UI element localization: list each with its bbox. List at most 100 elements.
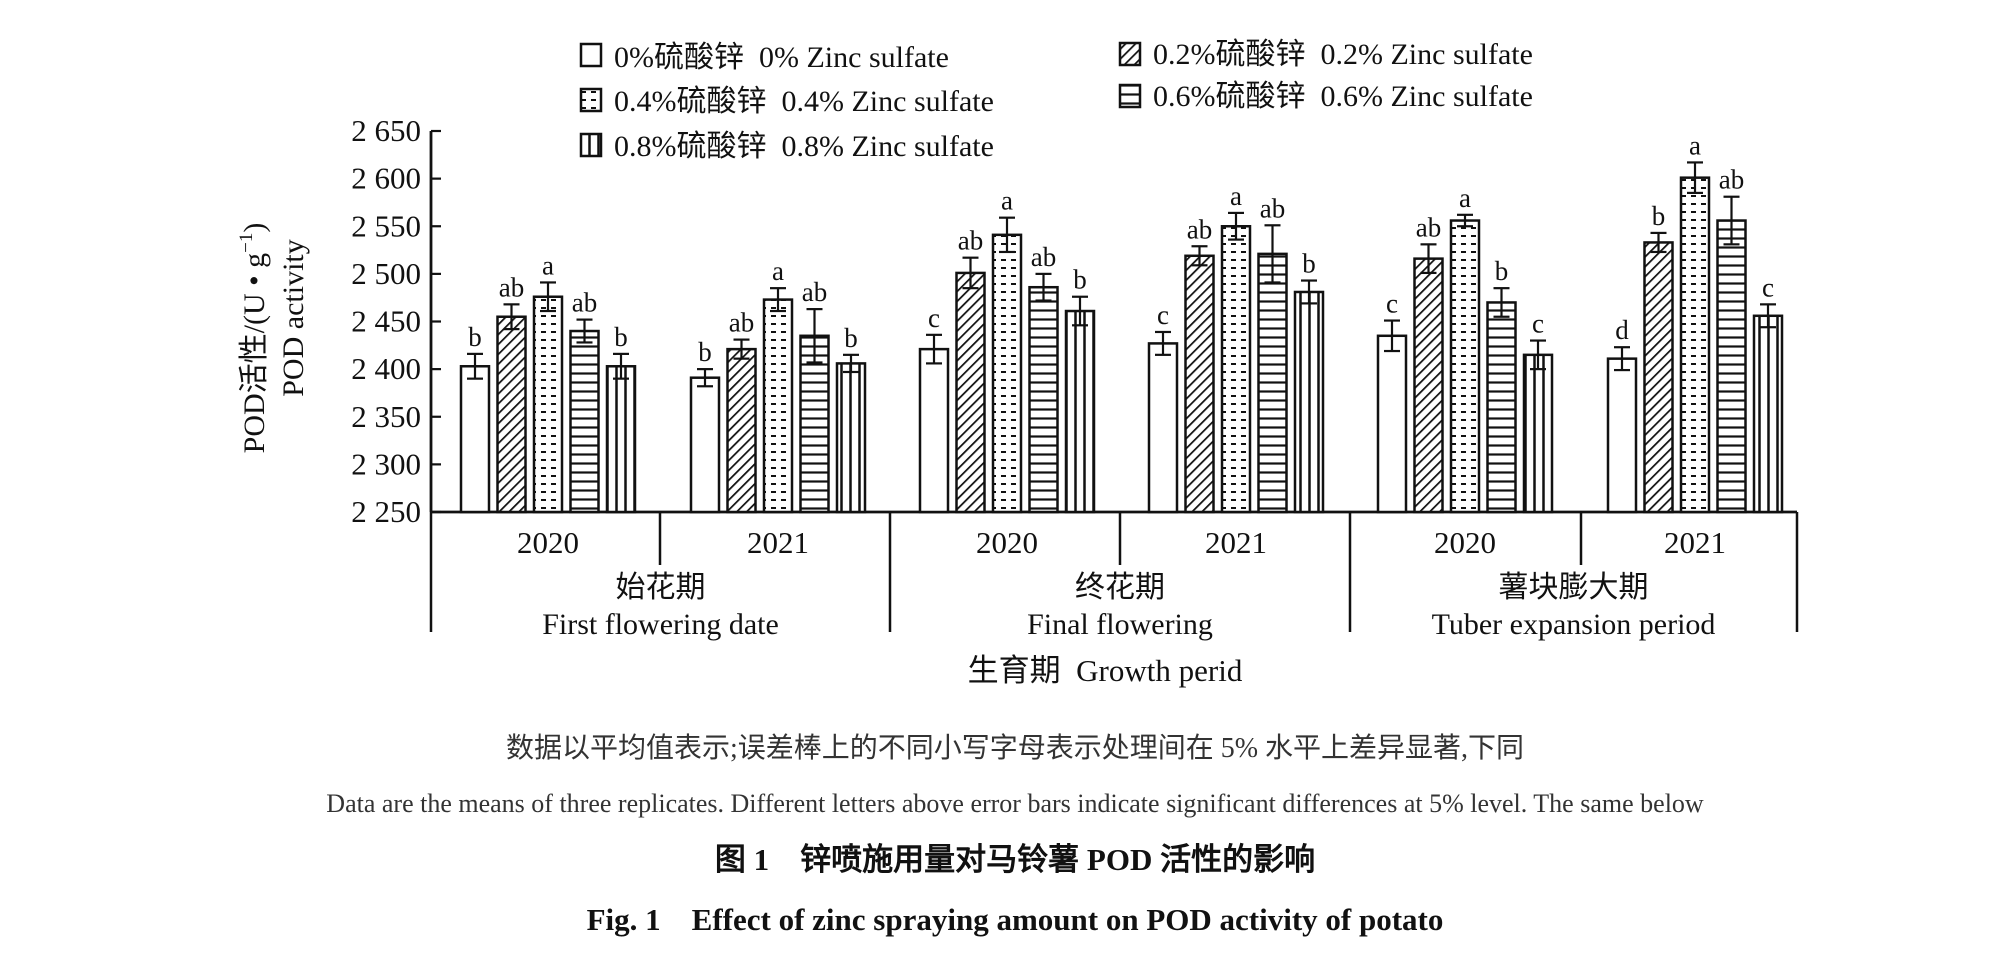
legend-item: 0.6%硫酸锌 0.6% Zinc sulfate (1118, 80, 1533, 113)
legend-label: 0.6%硫酸锌 0.6% Zinc sulfate (1153, 80, 1533, 113)
bar (918, 347, 950, 514)
bar (532, 295, 564, 514)
figure-note-cn: 数据以平均值表示;误差棒上的不同小写字母表示处理间在 5% 水平上差异显著,下同 (506, 732, 1524, 764)
significance-letter: b (1302, 249, 1316, 279)
bar (569, 329, 600, 514)
period-label-cn: 终花期 (1075, 571, 1165, 604)
significance-letter: ab (802, 277, 827, 307)
bar (1522, 353, 1554, 514)
legend-swatch-diagonal (1118, 41, 1142, 67)
y-axis-title-close: ) (238, 223, 271, 233)
significance-letter: b (1652, 201, 1666, 231)
significance-letter: ab (499, 272, 524, 302)
bar (1716, 219, 1747, 514)
significance-letter: b (844, 323, 858, 353)
significance-letter: a (1689, 130, 1701, 160)
significance-letter: ab (729, 308, 754, 338)
bar (496, 315, 527, 514)
bar (991, 233, 1023, 514)
bar (1293, 290, 1325, 514)
legend-swatch-horizontal (1118, 83, 1142, 109)
bar (1413, 257, 1444, 514)
significance-letter: c (928, 303, 940, 333)
bar (459, 365, 491, 514)
bar (1606, 357, 1638, 514)
significance-letter: b (1495, 256, 1509, 286)
bar (1257, 252, 1288, 514)
significance-letter: b (698, 337, 712, 367)
bar (726, 347, 757, 514)
significance-letter: c (1157, 300, 1169, 330)
year-label: 2020 (517, 525, 579, 560)
legend-label: 0.2%硫酸锌 0.2% Zinc sulfate (1153, 38, 1533, 71)
significance-letter: ab (958, 226, 983, 256)
significance-letter: ab (1187, 214, 1212, 244)
legend-item: 0%硫酸锌 0% Zinc sulfate (579, 41, 949, 74)
bar (762, 298, 794, 514)
significance-letter: b (468, 322, 482, 352)
y-tick-label: 2 300 (351, 446, 421, 481)
legend-swatch-dashes (579, 87, 603, 113)
y-tick-label: 2 250 (351, 494, 421, 529)
period-label-en: Tuber expansion period (1432, 608, 1716, 641)
significance-letter: a (542, 250, 554, 280)
period-label-en: First flowering date (542, 608, 779, 641)
legend-item: 0.2%硫酸锌 0.2% Zinc sulfate (1118, 38, 1533, 71)
bar (1752, 314, 1784, 514)
y-tick-label: 2 600 (351, 161, 421, 196)
y-tick-label: 2 400 (351, 351, 421, 386)
figure-caption-cn: 图 1 锌喷施用量对马铃薯 POD 活性的影响 (715, 842, 1315, 877)
bar (605, 365, 637, 514)
bar (1064, 309, 1096, 514)
y-tick-label: 2 650 (351, 113, 421, 148)
bar (1679, 176, 1711, 514)
bar (1643, 241, 1674, 514)
y-axis-title: POD活性/(U • g−1) (236, 223, 271, 454)
bar (689, 376, 721, 514)
significance-letter: ab (1416, 212, 1441, 242)
y-tick-label: 2 450 (351, 304, 421, 339)
legend-item: 0.4%硫酸锌 0.4% Zinc sulfate (579, 85, 994, 118)
year-label: 2021 (1205, 525, 1267, 560)
bar (1147, 342, 1179, 514)
legend-swatch-blank (579, 42, 603, 68)
year-label: 2020 (1434, 525, 1496, 560)
bar (955, 271, 986, 514)
significance-letter: a (772, 256, 784, 286)
significance-letter: c (1386, 289, 1398, 319)
significance-letter: ab (1260, 193, 1285, 223)
figure-note-en: Data are the means of three replicates. … (326, 789, 1704, 818)
significance-letter: a (1230, 181, 1242, 211)
y-tick-label: 2 550 (351, 208, 421, 243)
year-label: 2021 (1664, 525, 1726, 560)
y-axis-title-superscript: −1 (236, 233, 257, 253)
significance-letter: d (1615, 315, 1629, 345)
period-label-en: Final flowering (1027, 608, 1213, 641)
bar (1184, 254, 1215, 514)
year-label: 2021 (747, 525, 809, 560)
x-axis-title: 生育期 Growth perid (968, 653, 1243, 688)
significance-letter: a (1459, 183, 1471, 213)
bar (1220, 225, 1252, 514)
y-tick-label: 2 500 (351, 256, 421, 291)
significance-letter: c (1532, 309, 1544, 339)
legend-label: 0%硫酸锌 0% Zinc sulfate (614, 41, 949, 74)
significance-letter: c (1762, 272, 1774, 302)
significance-letter: ab (1031, 242, 1056, 272)
year-label: 2020 (976, 525, 1038, 560)
significance-letter: a (1001, 186, 1013, 216)
bar (1486, 301, 1517, 514)
bar (1028, 285, 1059, 514)
significance-letter: b (614, 322, 628, 352)
y-axis-title-en: POD activity (277, 239, 310, 397)
significance-letter: ab (1719, 165, 1744, 195)
y-tick-label: 2 350 (351, 399, 421, 434)
bar (1376, 334, 1408, 514)
legend: 0%硫酸锌 0% Zinc sulfate 0.2%硫酸锌 0.2% Zinc … (579, 38, 1533, 163)
period-label-cn: 始花期 (616, 571, 706, 604)
significance-letter: ab (572, 288, 597, 318)
bar (1449, 219, 1481, 514)
x-category-labels: 2020 2021 2020 2021 2020 2021 始花期 First floweri… (517, 525, 1726, 641)
